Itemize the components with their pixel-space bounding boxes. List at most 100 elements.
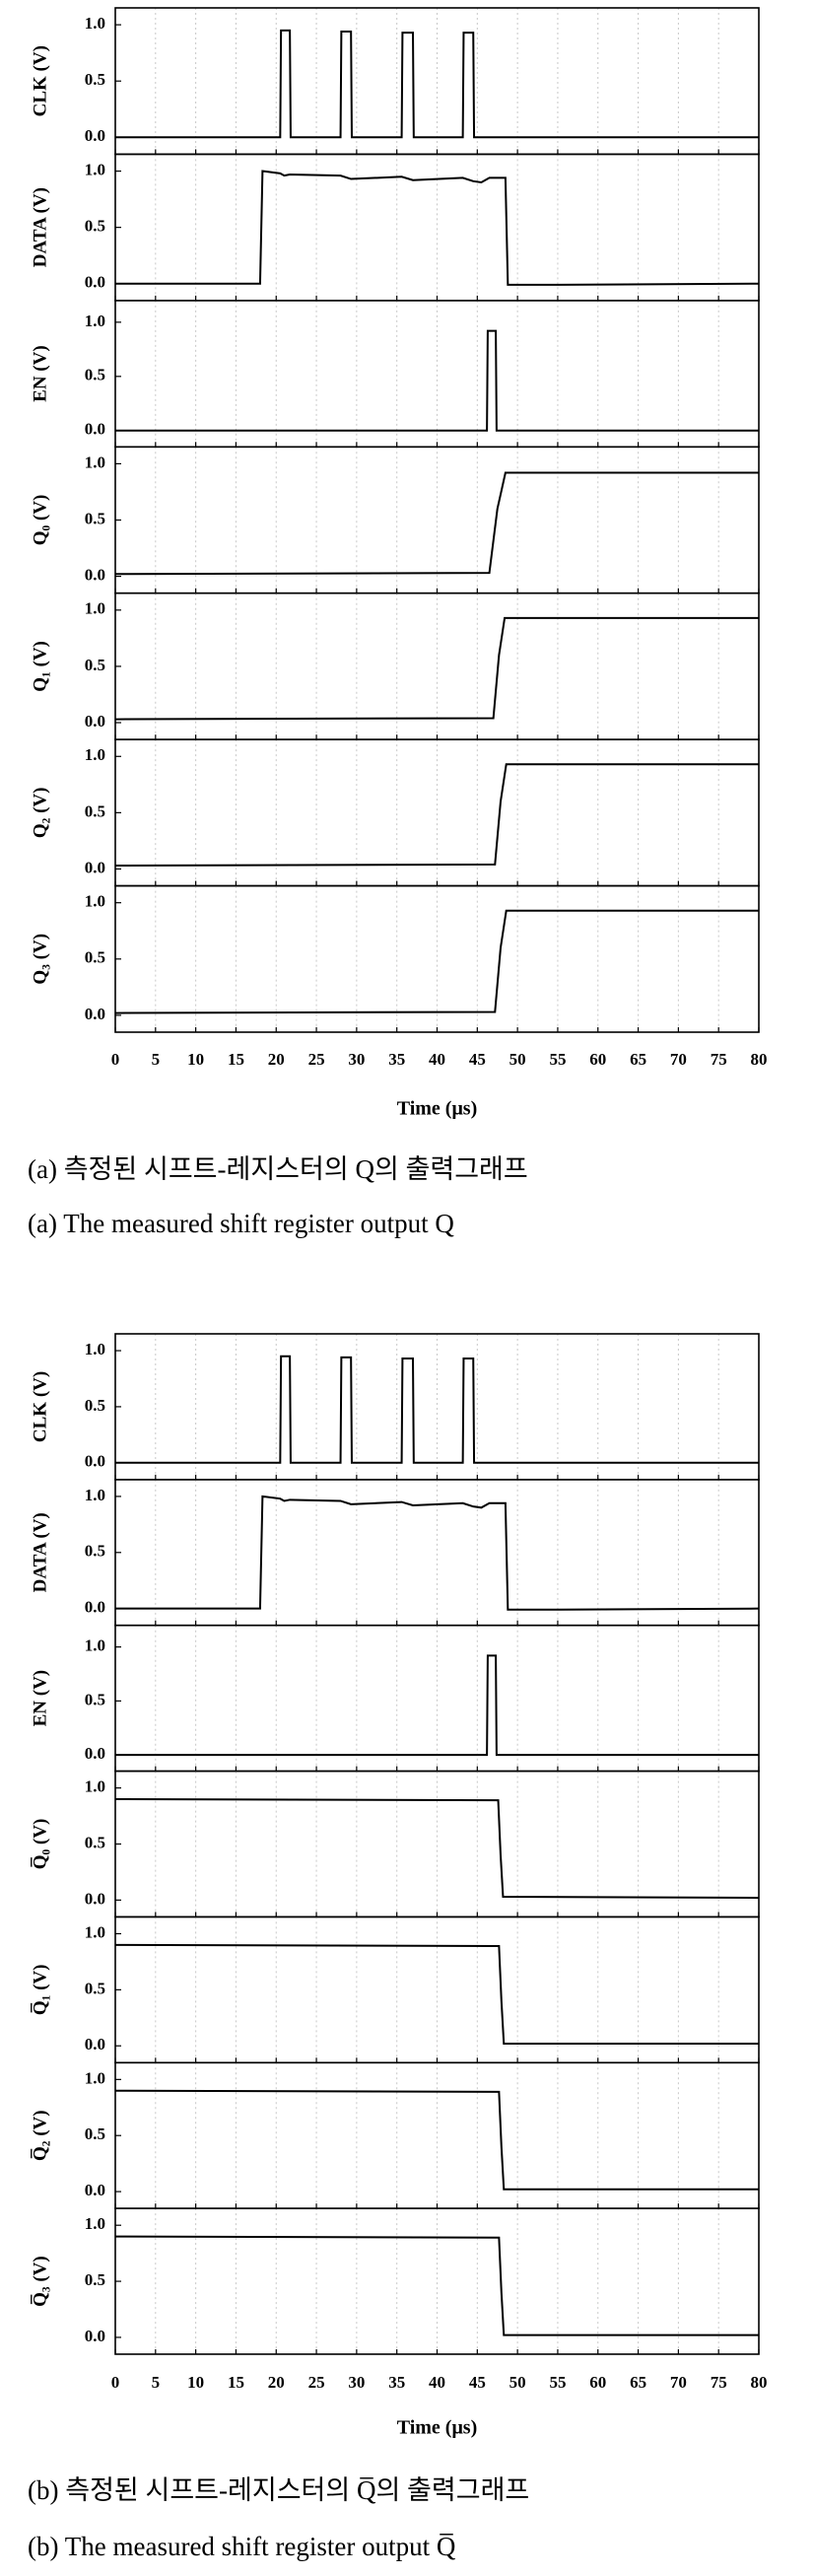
x-tick-label: 35 xyxy=(388,2373,405,2392)
y-tick-label: 0.0 xyxy=(85,712,105,731)
x-tick-label: 15 xyxy=(228,2373,244,2392)
y-tick-label: 0.5 xyxy=(85,948,105,967)
y-tick-label: 1.0 xyxy=(85,1922,105,1941)
x-tick-label: 45 xyxy=(469,1050,486,1069)
x-tick-label: 45 xyxy=(469,2373,486,2392)
trace xyxy=(115,1654,759,1757)
y-tick-label: 1.0 xyxy=(85,160,105,178)
x-tick-label: 40 xyxy=(429,1050,445,1069)
y-tick-label: 0.0 xyxy=(85,2035,105,2054)
x-tick-label: 80 xyxy=(751,1050,768,1069)
trace xyxy=(115,1355,759,1464)
x-tick-label: 65 xyxy=(630,2373,646,2392)
trace xyxy=(114,763,759,868)
x-axis-label: Time (μs) xyxy=(397,2417,478,2439)
x-axis-label: Time (μs) xyxy=(397,1098,478,1120)
y-tick-label: 1.0 xyxy=(85,745,105,764)
caption: (b) 측정된 시프트-레지스터의 Q̅의 출력그래프 xyxy=(28,2475,529,2505)
trace xyxy=(115,170,760,286)
x-tick-label: 50 xyxy=(509,2373,526,2392)
trace xyxy=(115,1495,760,1611)
y-tick-label: 0.0 xyxy=(85,1005,105,1023)
x-tick-label: 10 xyxy=(187,1050,204,1069)
y-tick-label: 0.0 xyxy=(85,126,105,145)
y-tick-label: 0.0 xyxy=(85,2181,105,2199)
x-tick-label: 20 xyxy=(268,1050,285,1069)
trace xyxy=(114,2089,759,2191)
x-tick-label: 0 xyxy=(111,2373,120,2392)
x-tick-label: 40 xyxy=(429,2373,445,2392)
y-tick-label: 1.0 xyxy=(85,892,105,911)
x-tick-label: 70 xyxy=(670,1050,687,1069)
x-tick-label: 0 xyxy=(111,1050,120,1069)
y-axis-label: EN (V) xyxy=(30,1670,50,1727)
y-tick-label: 0.5 xyxy=(85,1833,105,1851)
y-tick-label: 1.0 xyxy=(85,1777,105,1796)
y-tick-label: 0.5 xyxy=(85,2270,105,2289)
y-tick-label: 0.5 xyxy=(85,1979,105,1997)
y-tick-label: 0.5 xyxy=(85,70,105,89)
caption: (a) 측정된 시프트-레지스터의 Q의 출력그래프 xyxy=(28,1154,528,1184)
y-axis-label: Q̅₀ (V) xyxy=(30,1819,50,1870)
x-tick-label: 10 xyxy=(187,2373,204,2392)
x-tick-label: 30 xyxy=(348,2373,365,2392)
y-axis-label: Q₂ (V) xyxy=(30,788,50,839)
y-tick-label: 0.5 xyxy=(85,656,105,674)
x-tick-label: 25 xyxy=(308,1050,325,1069)
trace xyxy=(114,2235,759,2336)
y-axis-label: Q₁ (V) xyxy=(30,641,50,692)
trace xyxy=(115,29,759,139)
x-tick-label: 35 xyxy=(388,1050,405,1069)
trace xyxy=(115,329,759,432)
x-tick-label: 60 xyxy=(589,2373,606,2392)
x-tick-label: 30 xyxy=(348,1050,365,1069)
x-tick-label: 5 xyxy=(152,1050,161,1069)
x-tick-label: 50 xyxy=(509,1050,526,1069)
y-tick-label: 0.5 xyxy=(85,1690,105,1708)
y-tick-label: 0.0 xyxy=(85,420,105,439)
y-tick-label: 0.0 xyxy=(85,1598,105,1617)
y-tick-label: 0.0 xyxy=(85,1889,105,1908)
y-tick-label: 1.0 xyxy=(85,312,105,330)
y-tick-label: 0.5 xyxy=(85,1542,105,1561)
x-tick-label: 75 xyxy=(711,1050,727,1069)
trace xyxy=(114,471,759,576)
x-tick-label: 55 xyxy=(549,1050,566,1069)
y-axis-label: Q₃ (V) xyxy=(30,934,50,985)
y-tick-label: 0.0 xyxy=(85,1452,105,1471)
x-tick-label: 20 xyxy=(268,2373,285,2392)
y-tick-label: 1.0 xyxy=(85,1486,105,1504)
y-tick-label: 0.5 xyxy=(85,366,105,384)
y-tick-label: 1.0 xyxy=(85,453,105,471)
y-tick-label: 0.5 xyxy=(85,2124,105,2143)
x-tick-label: 15 xyxy=(228,1050,244,1069)
y-tick-label: 1.0 xyxy=(85,2068,105,2087)
x-tick-label: 55 xyxy=(549,2373,566,2392)
x-tick-label: 70 xyxy=(670,2373,687,2392)
y-axis-label: CLK (V) xyxy=(30,45,50,116)
y-tick-label: 0.5 xyxy=(85,801,105,820)
y-tick-label: 1.0 xyxy=(85,14,105,33)
y-axis-label: DATA (V) xyxy=(30,187,50,267)
caption: (b) The measured shift register output Q… xyxy=(28,2532,456,2561)
x-tick-label: 80 xyxy=(751,2373,768,2392)
y-axis-label: Q₀ (V) xyxy=(30,495,50,546)
x-tick-label: 60 xyxy=(589,1050,606,1069)
y-tick-label: 0.0 xyxy=(85,565,105,584)
caption: (a) The measured shift register output Q xyxy=(28,1209,454,1238)
y-tick-label: 0.0 xyxy=(85,858,105,876)
x-tick-label: 5 xyxy=(152,2373,161,2392)
y-axis-label: DATA (V) xyxy=(30,1512,50,1592)
y-tick-label: 0.0 xyxy=(85,2327,105,2345)
x-tick-label: 75 xyxy=(711,2373,727,2392)
y-tick-label: 1.0 xyxy=(85,1636,105,1655)
y-axis-label: Q̅₃ (V) xyxy=(30,2256,50,2307)
y-tick-label: 0.5 xyxy=(85,509,105,527)
y-tick-label: 0.0 xyxy=(85,273,105,292)
x-tick-label: 25 xyxy=(308,2373,325,2392)
x-tick-label: 65 xyxy=(630,1050,646,1069)
y-tick-label: 0.0 xyxy=(85,1744,105,1763)
y-tick-label: 1.0 xyxy=(85,1340,105,1358)
y-axis-label: Q̅₁ (V) xyxy=(30,1965,50,2016)
